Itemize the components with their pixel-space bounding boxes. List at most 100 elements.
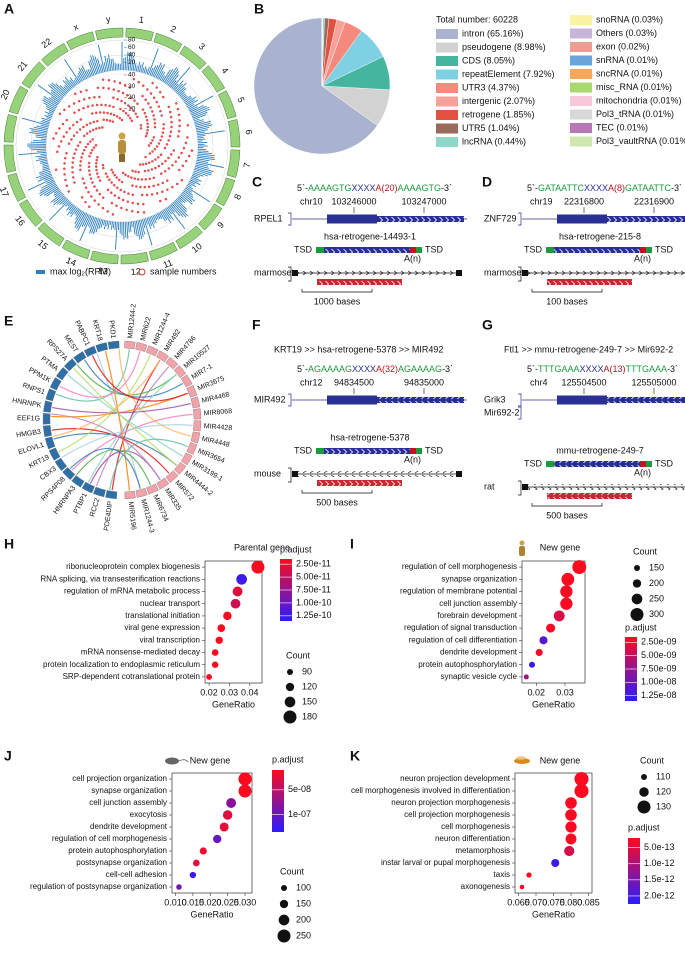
decor-dot bbox=[110, 168, 113, 172]
chromosome bbox=[37, 222, 65, 247]
decor-bar bbox=[126, 51, 129, 71]
decor-bar bbox=[189, 179, 201, 186]
chromosome-label: 17 bbox=[0, 185, 11, 198]
decor-dot bbox=[149, 106, 152, 109]
chromosome-label: 18 bbox=[0, 154, 2, 165]
polya-label: A(n) bbox=[404, 454, 421, 464]
y-tick-label: viral gene expression bbox=[124, 623, 200, 632]
decor-dot bbox=[137, 170, 140, 174]
decor-dot bbox=[144, 115, 148, 118]
decor-dot bbox=[111, 171, 115, 174]
decor-dot bbox=[92, 146, 96, 149]
decor-bar bbox=[163, 69, 174, 83]
decor-bar bbox=[91, 217, 98, 234]
decor-dot bbox=[95, 189, 99, 192]
decor-dot bbox=[144, 178, 148, 181]
decor-bar bbox=[89, 69, 93, 77]
chromosome-label: 8 bbox=[232, 193, 243, 202]
dot bbox=[560, 597, 573, 610]
dot bbox=[189, 871, 197, 879]
chord-label: CBX3 bbox=[39, 466, 58, 482]
decor-dot bbox=[116, 186, 119, 189]
sequence: 5`-GATAATTCXXXXA(8)GATAATTC-3` bbox=[527, 183, 682, 193]
y-tick-label: forebrain development bbox=[437, 611, 517, 620]
decor-chord bbox=[69, 448, 141, 489]
decor-bar bbox=[42, 167, 50, 171]
decor-bar bbox=[146, 217, 152, 230]
y-tick-label: cell morphogenesis involved in different… bbox=[351, 786, 510, 795]
decor-bar bbox=[65, 201, 71, 207]
decor-dot bbox=[78, 128, 82, 131]
decor-bar bbox=[78, 70, 85, 81]
gene-exon bbox=[557, 395, 607, 405]
decor-dot bbox=[109, 191, 113, 195]
decor-dot bbox=[131, 201, 134, 205]
decor-bar bbox=[142, 219, 146, 229]
decor-dot bbox=[136, 102, 139, 105]
dot bbox=[217, 624, 226, 632]
chromosome-label: 11 bbox=[162, 257, 174, 270]
chord-segment bbox=[83, 345, 97, 358]
decor-bar bbox=[92, 55, 99, 74]
panel-label: F bbox=[252, 317, 261, 333]
tsd-box bbox=[546, 247, 554, 253]
size-key-label: 150 bbox=[302, 696, 317, 706]
decor-dot bbox=[123, 101, 127, 105]
decor-dot bbox=[63, 167, 66, 171]
size-key bbox=[279, 899, 289, 909]
decor-dot bbox=[84, 145, 88, 149]
decor-dot bbox=[159, 199, 162, 203]
decor-dot bbox=[152, 176, 156, 180]
decor-dot bbox=[71, 171, 74, 174]
dot bbox=[238, 784, 252, 798]
color-tick-label: 1.0e-12 bbox=[644, 858, 675, 868]
species-hit bbox=[317, 279, 402, 285]
track-tick-label: 40 bbox=[128, 72, 136, 79]
decor-dot bbox=[171, 185, 174, 189]
decor-bar bbox=[131, 56, 134, 71]
decor-dot bbox=[136, 115, 139, 119]
chromosome bbox=[8, 85, 29, 115]
decor-dot bbox=[131, 193, 135, 197]
decor-bar bbox=[185, 186, 211, 203]
scale-bar bbox=[301, 490, 373, 494]
decor-dot bbox=[126, 200, 130, 203]
decor-dot bbox=[167, 156, 170, 160]
legend-swatch bbox=[36, 270, 45, 274]
size-key-label: 150 bbox=[296, 898, 311, 908]
species-end bbox=[292, 471, 298, 477]
decor-dot bbox=[152, 96, 156, 99]
decor-chord bbox=[51, 428, 170, 474]
decor-dot bbox=[169, 115, 173, 119]
panel-label: G bbox=[482, 317, 493, 333]
decor-dot bbox=[129, 106, 133, 110]
decor-bar bbox=[153, 62, 162, 78]
decor-dot bbox=[161, 131, 165, 134]
scale-bar bbox=[301, 289, 373, 293]
decor-bar bbox=[64, 84, 71, 91]
chord-segment bbox=[190, 396, 201, 409]
x-tick-label: 0.04 bbox=[241, 687, 259, 697]
decor-bar bbox=[194, 169, 212, 176]
decor-dot bbox=[54, 168, 58, 171]
decor-dot bbox=[156, 183, 160, 186]
pie-slice bbox=[253, 17, 378, 155]
chord-segment bbox=[54, 457, 68, 471]
decor-bar bbox=[43, 95, 59, 106]
y-tick-label: viral transcription bbox=[140, 635, 200, 644]
decor-dot bbox=[140, 193, 144, 197]
legend-swatch bbox=[570, 82, 592, 93]
decor-bar bbox=[54, 191, 62, 198]
decor-dot bbox=[127, 114, 130, 117]
dot bbox=[192, 859, 200, 867]
decor-dot bbox=[88, 154, 91, 158]
decor-dot bbox=[79, 90, 83, 94]
decor-dot bbox=[120, 118, 124, 122]
decor-dot bbox=[77, 99, 81, 103]
decor-bar bbox=[135, 220, 141, 240]
chord-label: PPM1K bbox=[27, 367, 51, 385]
chord-segment bbox=[56, 367, 69, 381]
decor-chord bbox=[61, 424, 193, 459]
color-tick-label: 7.50e-09 bbox=[641, 663, 677, 673]
y-tick-label: RNA splicing, via transesterification re… bbox=[40, 574, 200, 583]
